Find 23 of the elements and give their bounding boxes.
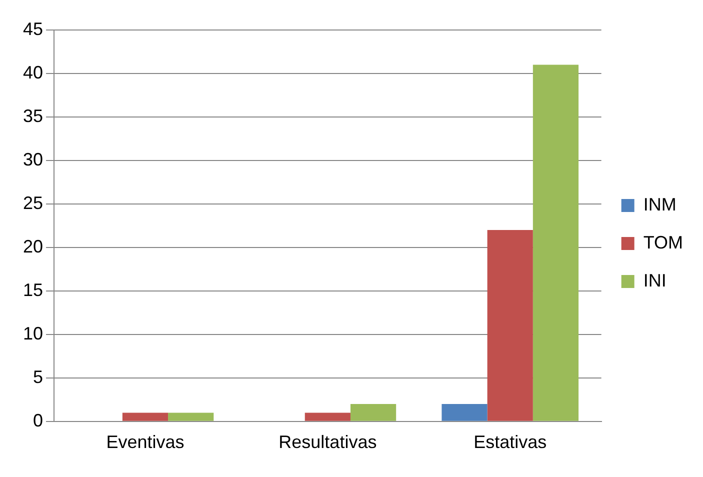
y-tick-label: 15 [22,280,44,300]
bar [122,412,168,421]
x-tick-label: Estativas [474,432,547,452]
legend-label: TOM [643,232,684,252]
bar [350,404,396,421]
y-tick-label: 20 [22,236,44,256]
bar [168,412,214,421]
bar [442,404,488,421]
y-tick-label: 35 [22,106,44,126]
bar [487,230,533,421]
y-tick-label: 25 [22,192,44,213]
bar [304,412,350,421]
legend-label: INM [643,194,676,214]
y-tick-label: 45 [22,18,44,39]
y-tick-label: 30 [22,149,44,170]
x-tick-label: Eventivas [106,432,184,452]
y-tick-label: 5 [33,366,44,387]
y-tick-label: 40 [22,62,44,82]
x-tick-label: Resultativas [278,432,377,452]
y-tick-label: 10 [22,323,44,344]
legend-label: INI [643,270,666,290]
y-tick-label: 0 [33,410,44,430]
bar [532,64,579,421]
